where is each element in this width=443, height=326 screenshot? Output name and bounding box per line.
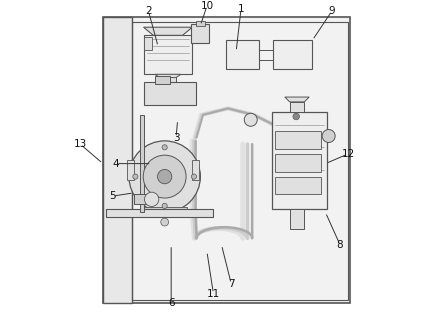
Text: 1: 1 xyxy=(238,4,244,14)
Text: 9: 9 xyxy=(329,6,335,16)
Bar xyxy=(275,177,321,195)
Polygon shape xyxy=(144,27,192,35)
Circle shape xyxy=(162,145,167,150)
Bar xyxy=(140,115,144,212)
Text: 12: 12 xyxy=(342,149,355,159)
Text: 13: 13 xyxy=(74,139,87,149)
Bar xyxy=(160,74,176,87)
Circle shape xyxy=(144,192,159,206)
Bar xyxy=(275,154,321,172)
Bar xyxy=(144,37,152,50)
Text: 3: 3 xyxy=(173,133,179,143)
Bar xyxy=(290,102,304,111)
Bar xyxy=(191,24,209,43)
Bar xyxy=(226,40,259,69)
Bar xyxy=(144,207,187,212)
Bar xyxy=(290,209,304,229)
Bar xyxy=(273,40,312,69)
Circle shape xyxy=(143,155,186,198)
Polygon shape xyxy=(285,97,309,102)
Bar xyxy=(275,131,321,149)
Circle shape xyxy=(158,170,172,184)
Circle shape xyxy=(322,129,335,142)
Circle shape xyxy=(162,203,167,209)
Text: 2: 2 xyxy=(145,6,152,16)
Circle shape xyxy=(161,218,169,226)
Circle shape xyxy=(133,174,138,179)
Text: 8: 8 xyxy=(337,240,343,250)
Text: 4: 4 xyxy=(113,159,119,169)
Bar xyxy=(195,21,205,26)
Bar xyxy=(106,209,214,217)
Text: 11: 11 xyxy=(207,289,220,299)
Text: 10: 10 xyxy=(200,1,214,11)
Circle shape xyxy=(129,141,200,212)
Bar xyxy=(144,35,192,74)
Bar xyxy=(134,195,150,204)
Bar xyxy=(103,18,132,303)
Bar xyxy=(272,111,327,209)
Bar xyxy=(132,22,348,300)
Bar xyxy=(192,160,199,180)
Circle shape xyxy=(191,174,197,179)
Text: 7: 7 xyxy=(228,279,234,289)
Circle shape xyxy=(293,113,299,120)
Bar xyxy=(144,82,195,105)
Circle shape xyxy=(244,113,257,126)
Bar xyxy=(127,160,134,180)
Text: 6: 6 xyxy=(168,298,175,308)
Polygon shape xyxy=(155,74,181,78)
Text: 5: 5 xyxy=(109,191,116,201)
Bar xyxy=(155,76,170,84)
Bar xyxy=(103,18,350,303)
